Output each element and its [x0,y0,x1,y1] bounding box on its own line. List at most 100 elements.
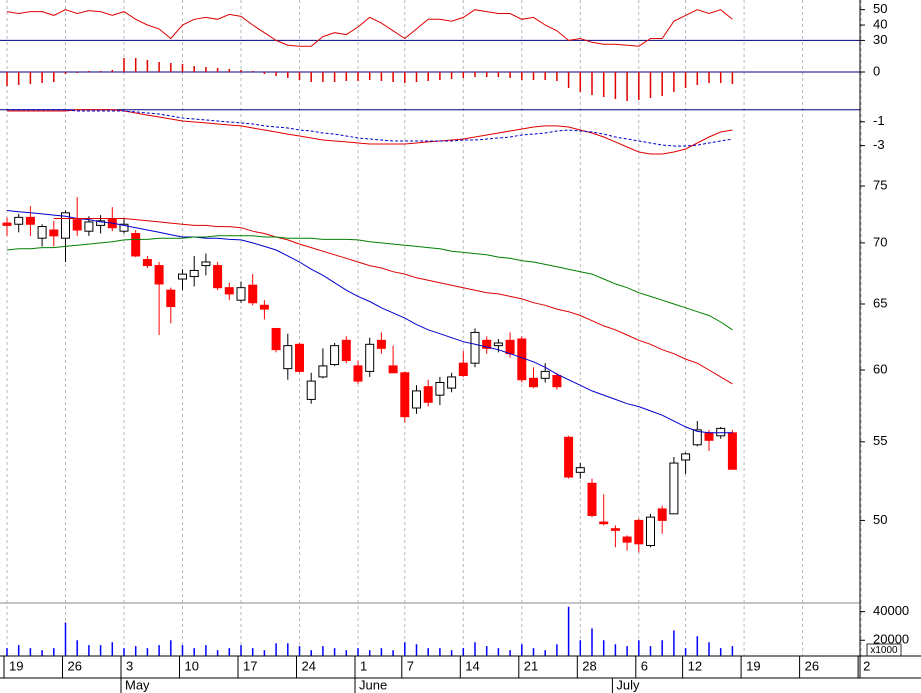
bar [392,650,394,656]
bar [158,62,160,72]
bar [532,72,535,80]
bar [392,72,394,82]
bar [509,650,511,656]
candle-body [470,331,480,364]
line-series [7,109,733,147]
bar [146,60,149,72]
bar [450,650,453,656]
bar [380,72,383,81]
y-tick-label: 50 [873,1,887,16]
candle-body [458,362,468,377]
candle-body [14,216,24,225]
candle-body [575,467,585,473]
bar [53,72,55,82]
bar [731,646,734,656]
bar [404,72,406,83]
bar [275,643,277,656]
bar [556,72,558,81]
bar [275,72,277,76]
candle-body [482,339,492,349]
bar [29,648,32,656]
candle-body [306,380,316,400]
bar [99,71,102,72]
candle-body [587,482,597,516]
bar [240,645,242,656]
candle-body [716,427,726,437]
candle-body [119,223,129,232]
line-series [6,9,733,47]
line-series [53,218,733,385]
candle-body [213,265,223,289]
bar [298,646,301,656]
month-label: May [125,677,150,692]
candle-body [283,345,293,370]
bar [415,644,418,656]
candle-body [295,343,304,372]
x-tick-label: 12 [688,658,702,673]
bar [193,66,195,72]
bar [181,64,184,72]
candle-body [248,284,258,304]
bar [731,72,734,84]
bar [649,72,652,98]
bar [497,648,500,656]
candle-body [727,432,737,470]
candle-body [259,304,269,310]
y-tick-label: 55 [873,433,887,448]
month-label: June [359,677,387,692]
bar [684,72,687,88]
line-series [6,210,733,434]
candle-body [400,372,410,418]
candle-body [84,221,94,232]
bar [345,72,348,81]
bar [462,648,465,656]
bar [439,648,441,656]
candle-body [634,519,644,545]
units-label: x1000 [870,645,898,656]
bar [719,72,722,83]
bar [591,72,593,95]
bar [216,68,219,72]
bar [64,622,67,656]
x-tick-label: 2 [863,658,870,673]
candle-body [493,342,503,347]
x-tick-label: 19 [746,658,760,673]
x-tick-label: 24 [302,658,316,673]
x-tick-label: 10 [185,658,199,673]
candle-body [271,327,281,351]
candle-body [540,370,550,379]
candle-body [49,229,59,237]
candle-body [154,265,164,285]
candle-body [435,381,445,396]
candle-body [552,375,562,388]
bar [567,72,570,88]
candle-body [529,377,538,388]
bar [181,645,184,656]
bar [614,644,617,656]
bar [298,72,301,80]
month-label: July [616,677,640,692]
bar [41,72,43,83]
candle-body [610,528,620,531]
bar [170,640,172,656]
candle-body [376,339,386,349]
candle-body [646,516,655,547]
y-tick-label: 40 [873,16,887,31]
y-tick-label: 70 [873,234,887,249]
x-tick-label: 6 [641,658,648,673]
bar [263,72,266,74]
candle-body [142,259,152,267]
bar [427,648,429,656]
bar [521,72,523,80]
bar [673,630,675,656]
y-tick-label: 75 [873,177,887,192]
bar [357,648,359,656]
bar [708,72,710,83]
bar [532,648,535,656]
bar [345,650,348,656]
bar [567,606,570,656]
bar [228,69,231,72]
bar [649,646,652,656]
